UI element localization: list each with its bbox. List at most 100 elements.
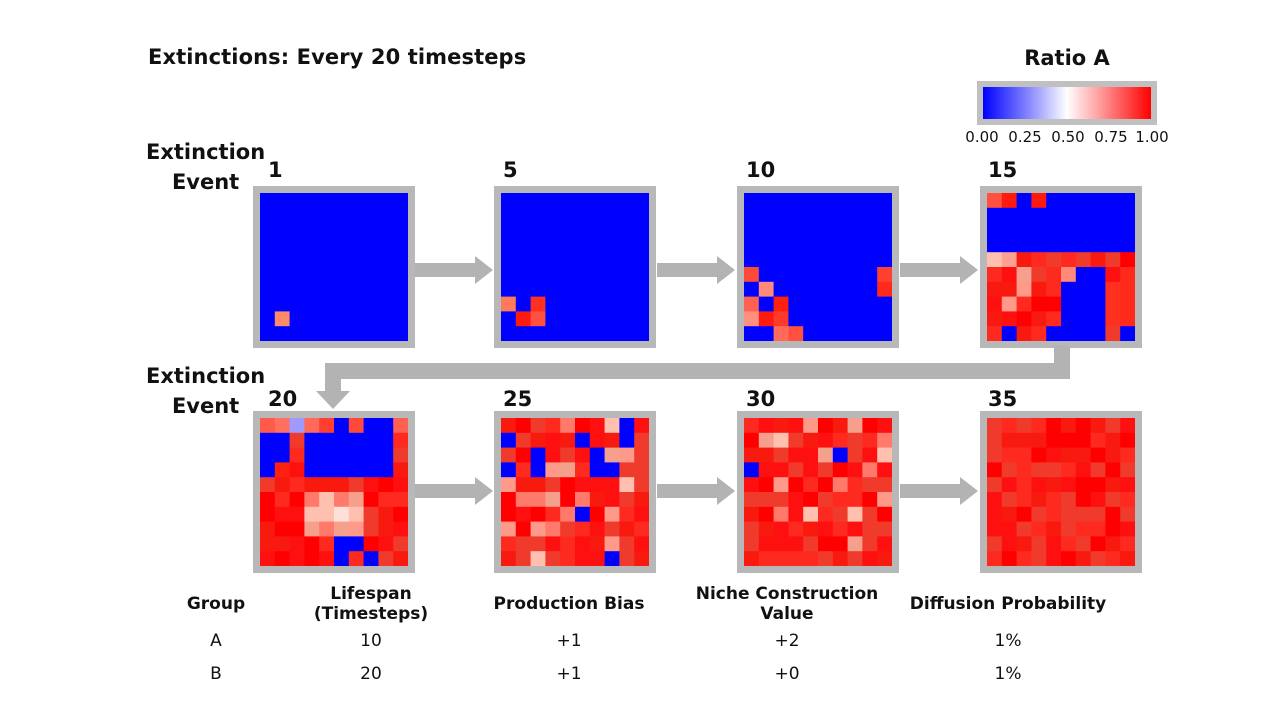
- grid-cell: [1031, 418, 1047, 434]
- grid-cell: [319, 551, 335, 566]
- grid-cell: [289, 447, 305, 463]
- grid-cell: [862, 432, 878, 448]
- grid-cell: [773, 311, 789, 327]
- grid-cell: [1120, 326, 1135, 341]
- grid-cell: [589, 296, 605, 312]
- grid-cell: [1031, 207, 1047, 223]
- grid-cell: [803, 267, 819, 283]
- grid-cell: [304, 536, 320, 552]
- grid-cell: [744, 193, 760, 209]
- grid-cell: [1090, 193, 1106, 209]
- grid-cell: [634, 551, 649, 566]
- grid-cell: [334, 267, 350, 283]
- grid-cell: [1061, 462, 1077, 478]
- grid-cell: [560, 492, 576, 508]
- grid-cell: [788, 326, 804, 341]
- grid-cell: [862, 267, 878, 283]
- grid-cell: [1075, 521, 1091, 537]
- grid-cell: [501, 237, 517, 253]
- grid-cell: [818, 222, 834, 238]
- grid-cell: [1075, 267, 1091, 283]
- grid-cell: [363, 432, 379, 448]
- grid-cell: [260, 281, 276, 297]
- grid-cell: [1105, 252, 1121, 268]
- grid-cell: [1105, 281, 1121, 297]
- grid-cell: [847, 432, 863, 448]
- grid-cell: [832, 222, 848, 238]
- grid-cell: [304, 506, 320, 522]
- grid-cell: [319, 193, 335, 209]
- grid-cell: [334, 506, 350, 522]
- grid-cell: [862, 477, 878, 493]
- grid-cell: [1016, 418, 1032, 434]
- grid-cell: [319, 521, 335, 537]
- grid-cell: [363, 551, 379, 566]
- grid-cell: [877, 536, 892, 552]
- grid-cell: [545, 447, 561, 463]
- grid-cell: [634, 237, 649, 253]
- grid-cell: [619, 492, 635, 508]
- grid-cell: [319, 252, 335, 268]
- grid-cell: [604, 477, 620, 493]
- grid-cell: [393, 506, 408, 522]
- grid-cell: [1031, 551, 1047, 566]
- grid-cell: [501, 521, 517, 537]
- grid-cell: [334, 492, 350, 508]
- grid-cell: [1046, 551, 1062, 566]
- grid-cell: [803, 252, 819, 268]
- grid-cell: [1075, 536, 1091, 552]
- grid-event-30: [737, 411, 899, 573]
- grid-cell: [1120, 267, 1135, 283]
- grid-cell: [803, 506, 819, 522]
- grid-cell: [1001, 207, 1017, 223]
- grid-cell: [560, 506, 576, 522]
- grid-cell: [1105, 326, 1121, 341]
- grid-cell: [1016, 237, 1032, 253]
- grid-cell: [744, 551, 760, 566]
- grid-cell: [589, 193, 605, 209]
- grid-cell: [1105, 237, 1121, 253]
- grid-cell: [530, 447, 546, 463]
- grid-cell: [788, 462, 804, 478]
- grid-cell: [877, 432, 892, 448]
- grid-cell: [260, 506, 276, 522]
- arrow-right-icon: [415, 256, 493, 284]
- grid-cell: [1046, 222, 1062, 238]
- grid-event-20: [253, 411, 415, 573]
- grid-cell: [530, 432, 546, 448]
- grid-cell: [987, 551, 1003, 566]
- grid-cell: [619, 237, 635, 253]
- grid-cell: [560, 207, 576, 223]
- grid-cell: [832, 207, 848, 223]
- grid-cell: [530, 418, 546, 434]
- grid-cell: [260, 477, 276, 493]
- grid-cell: [530, 281, 546, 297]
- grid-cell: [847, 252, 863, 268]
- grid-cell: [363, 536, 379, 552]
- grid-cell: [619, 477, 635, 493]
- grid-cell: [589, 447, 605, 463]
- grid-cell: [1001, 521, 1017, 537]
- grid-cell: [304, 252, 320, 268]
- grid-cell: [501, 311, 517, 327]
- grid-cell: [1031, 432, 1047, 448]
- grid-cell: [560, 551, 576, 566]
- grid-cell: [334, 281, 350, 297]
- table-cell: +1: [556, 630, 582, 651]
- grid-cell: [1075, 418, 1091, 434]
- column-header: Group: [186, 594, 246, 614]
- grid-cell: [832, 311, 848, 327]
- grid-cell: [1016, 281, 1032, 297]
- grid-cell: [1031, 506, 1047, 522]
- grid-cell: [619, 296, 635, 312]
- grid-cell: [604, 207, 620, 223]
- grid-cell: [1016, 222, 1032, 238]
- grid-cell: [530, 252, 546, 268]
- grid-cell: [260, 193, 276, 209]
- grid-cell: [758, 326, 774, 341]
- grid-cell: [515, 252, 531, 268]
- grid-cell: [862, 447, 878, 463]
- grid-cell: [773, 492, 789, 508]
- grid-cell: [1001, 326, 1017, 341]
- grid-cell: [634, 462, 649, 478]
